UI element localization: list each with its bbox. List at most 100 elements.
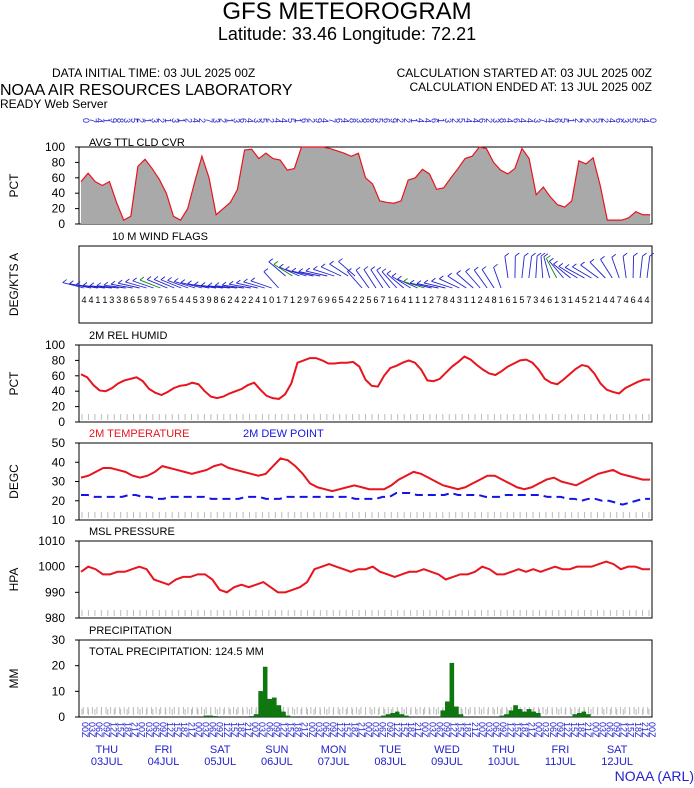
hour-tick-label: 09Z (101, 722, 111, 738)
wind-speed-label: 6 (631, 295, 636, 305)
wind-speed-label: 9 (304, 295, 309, 305)
top-tick-label: 5 (375, 118, 385, 123)
wind-speed-label: 6 (373, 295, 378, 305)
wind-barb-feather (75, 281, 81, 286)
precip-bar (262, 666, 268, 718)
hour-tick-label: 03Z (314, 722, 324, 738)
temperature-ylabel: DEGC (7, 464, 21, 499)
hour-tick-label: 18Z (463, 722, 473, 738)
top-tick-label: 2 (265, 118, 275, 123)
hour-tick-label: 03Z (87, 722, 97, 738)
hour-tick-label: 18Z (406, 722, 416, 738)
top-tick-label: 5 (259, 118, 269, 123)
wind-speed-label: 1 (408, 295, 413, 305)
hour-tick-label: 09Z (215, 722, 225, 738)
wind-barb (431, 280, 453, 289)
wind-speed-label: 7 (436, 295, 441, 305)
top-tick-label: 5 (457, 118, 467, 123)
wind-speed-label: 1 (422, 295, 427, 305)
day-weekday-label: WED (434, 744, 460, 756)
cloud-area (81, 147, 650, 224)
hour-tick-label: 18Z (123, 722, 133, 738)
hour-tick-label: 06Z (548, 722, 558, 738)
wind-barb-feather (481, 266, 487, 270)
hour-tick-label: 03Z (371, 722, 381, 738)
data-initial-time: DATA INITIAL TIME: 03 JUL 2025 00Z (52, 66, 256, 80)
day-weekday-label: SAT (607, 744, 628, 756)
wind-barb-feather (96, 282, 102, 287)
wind-barb (639, 256, 643, 279)
wind-speed-label: 4 (638, 295, 643, 305)
wind-barb-feather (236, 279, 241, 284)
top-tick-label: 2 (197, 118, 207, 123)
hour-tick-label: 06Z (151, 722, 161, 738)
top-tick-label: 4 (607, 118, 617, 123)
wind-barb-feather (465, 268, 470, 272)
top-tick-label: 3 (211, 118, 221, 123)
wind-barb (465, 271, 481, 289)
hour-tick-label: 15Z (172, 722, 182, 738)
precip-bar (526, 709, 532, 718)
top-tick-label: 7 (539, 118, 549, 123)
wind-speed-label: 1 (290, 295, 295, 305)
hour-tick-label: 06Z (378, 722, 388, 738)
hour-tick-label: 15Z (342, 722, 352, 738)
hour-tick-label: 00Z (647, 722, 657, 738)
lab-name: NOAA AIR RESOURCES LABORATORY (0, 82, 293, 99)
panel-4: DEGC 2M TEMPERATURE 2M DEW POINT 10 20 30 40 50 (7, 428, 653, 527)
time-axis: 00Z03Z06Z09Z12Z15Z18Z21ZTHU03JUL00Z03Z06… (80, 722, 657, 768)
wind-speed-label: 1 (464, 295, 469, 305)
hour-tick-label: 00Z (307, 722, 317, 738)
wind-speed-label: 1 (276, 295, 281, 305)
wind-speed-label: 7 (311, 295, 316, 305)
precip-bar (249, 716, 254, 718)
top-tick-label: 6 (477, 118, 487, 123)
top-tick-label: 5 (129, 118, 139, 123)
top-tick-label: 5 (286, 118, 296, 123)
top-tick-label: 4 (341, 118, 351, 123)
top-tick-label: 3 (621, 118, 631, 123)
hour-tick-label: 21Z (130, 722, 140, 738)
top-tick-label: 0 (81, 118, 91, 123)
wind-barb (481, 269, 495, 289)
y-tick-label: 20 (52, 494, 66, 508)
wind-speed-label: 6 (165, 295, 170, 305)
top-tick-label: 3 (354, 118, 364, 123)
wind-barb-feather (456, 270, 461, 274)
wind-barb (118, 282, 140, 289)
top-tick-label: 3 (252, 118, 262, 123)
wind-speed-label: 5 (366, 295, 371, 305)
wind-barb (221, 284, 244, 289)
hour-tick-label: 12Z (392, 722, 402, 738)
wind-speed-label: 2 (360, 295, 365, 305)
hour-tick-label: 18Z (179, 722, 189, 738)
top-tick-label: 1 (293, 118, 303, 123)
wind-barb (201, 285, 224, 289)
top-tick-label: 2 (600, 118, 610, 123)
wind-speed-label: 4 (644, 295, 649, 305)
wind-barb-feather (633, 252, 638, 257)
y-tick-label: 990 (45, 585, 65, 599)
top-tick-label: 3 (231, 118, 241, 123)
top-tick-label: 9 (108, 118, 118, 123)
wind-speed-label: 5 (137, 295, 142, 305)
wind-barb (96, 285, 119, 289)
wind-barb-feather (132, 277, 137, 282)
wind-barb-feather (403, 278, 408, 282)
wind-barb-feather (187, 280, 192, 285)
top-tick-label: 2 (580, 118, 590, 123)
wind-speed-label: 7 (158, 295, 163, 305)
wind-barb-feather (363, 266, 369, 270)
top-tick-label: 5 (634, 118, 644, 123)
humidity-line (80, 355, 650, 400)
wind-barb-feather (531, 252, 536, 257)
wind-barb (125, 281, 147, 289)
top-tick-label: 4 (464, 118, 474, 123)
wind-barb (397, 278, 418, 289)
day-weekday-label: THU (492, 744, 515, 756)
wind-barb (82, 285, 105, 289)
wind-barb (549, 260, 564, 279)
wind-barb-feather (221, 281, 227, 286)
y-tick-label: 40 (52, 455, 66, 469)
hour-tick-label: 06Z (208, 722, 218, 738)
